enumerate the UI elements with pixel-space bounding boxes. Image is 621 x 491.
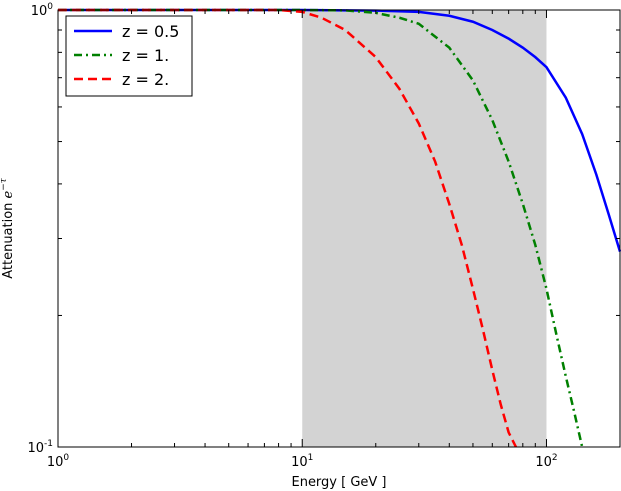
x-axis-label: Energy [ GeV ] [291,475,386,490]
shaded-region [302,10,547,447]
y-axis-label-math: e [1,190,16,198]
x-tick-label-2: 102 [535,453,557,470]
y-tick-label-1: 100 [31,2,54,19]
series-line-3 [58,8,518,448]
shaded-region-layer [302,10,547,447]
legend-label-1: z = 0.5 [122,22,179,41]
series-line-2 [58,8,584,448]
series-layer [58,8,621,448]
y-tick-label-0: 10-1 [27,439,53,456]
y-axis-label-text: Attenuation [1,198,16,278]
x-tick-label-1: 101 [291,453,313,470]
y-axis-label-exponent: −τ [0,177,9,191]
x-tick-label-0: 100 [47,453,70,470]
y-axis-label: Attenuation e−τ [0,177,16,279]
series-line-1 [58,8,621,252]
plot-frame [57,9,621,448]
legend-label-3: z = 2. [122,70,169,89]
axes-frame [57,9,621,448]
legend: z = 0.5 z = 1. z = 2. [65,15,193,97]
axis-label-layer: Energy [ GeV ] Attenuation e−τ [0,177,387,490]
legend-label-2: z = 1. [122,46,169,65]
